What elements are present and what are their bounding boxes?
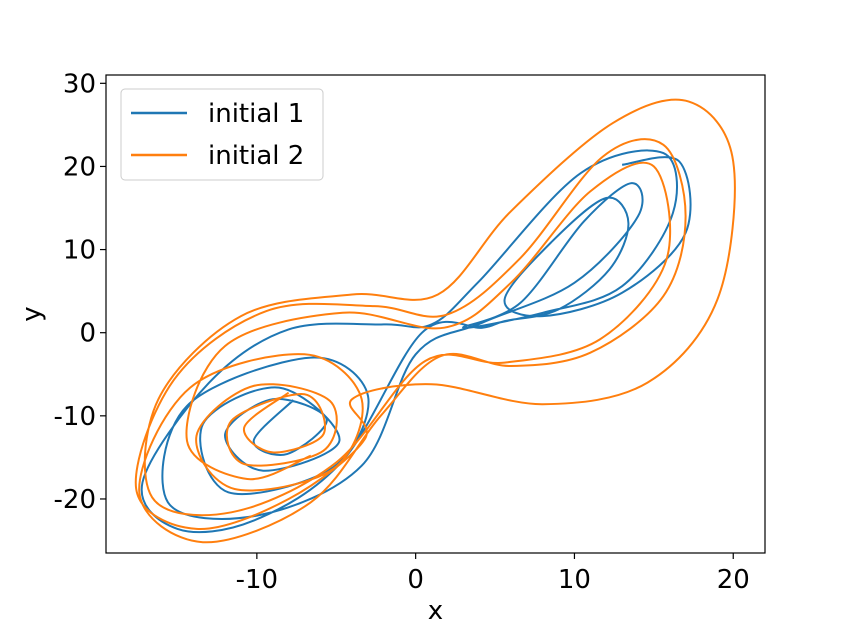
legend-label-initial-2: initial 2 [208,141,304,171]
series-line-initial-2 [134,98,736,544]
y-tick-label: 20 [63,152,96,182]
y-tick-label: 0 [79,319,96,349]
y-tick-label: 30 [63,69,96,99]
y-axis: -20 -10 0 10 20 30 [54,69,106,515]
series-layer [134,98,736,544]
axes-frame [105,74,766,554]
x-axis: -10 0 10 20 [236,553,750,595]
y-tick-label: 10 [63,236,96,266]
legend: initial 1 initial 2 [120,88,324,181]
y-axis-label: y [17,306,47,321]
x-tick-label: 20 [717,565,750,595]
x-axis-label: x [428,596,443,622]
legend-label-initial-1: initial 1 [208,99,304,129]
x-tick-label: -10 [236,565,278,595]
plot-area [105,74,766,554]
series-line-initial-1 [140,149,692,534]
y-tick-label: -10 [54,402,96,432]
y-tick-label: -20 [54,485,96,515]
x-tick-label: 10 [558,565,591,595]
x-tick-label: 0 [407,565,424,595]
